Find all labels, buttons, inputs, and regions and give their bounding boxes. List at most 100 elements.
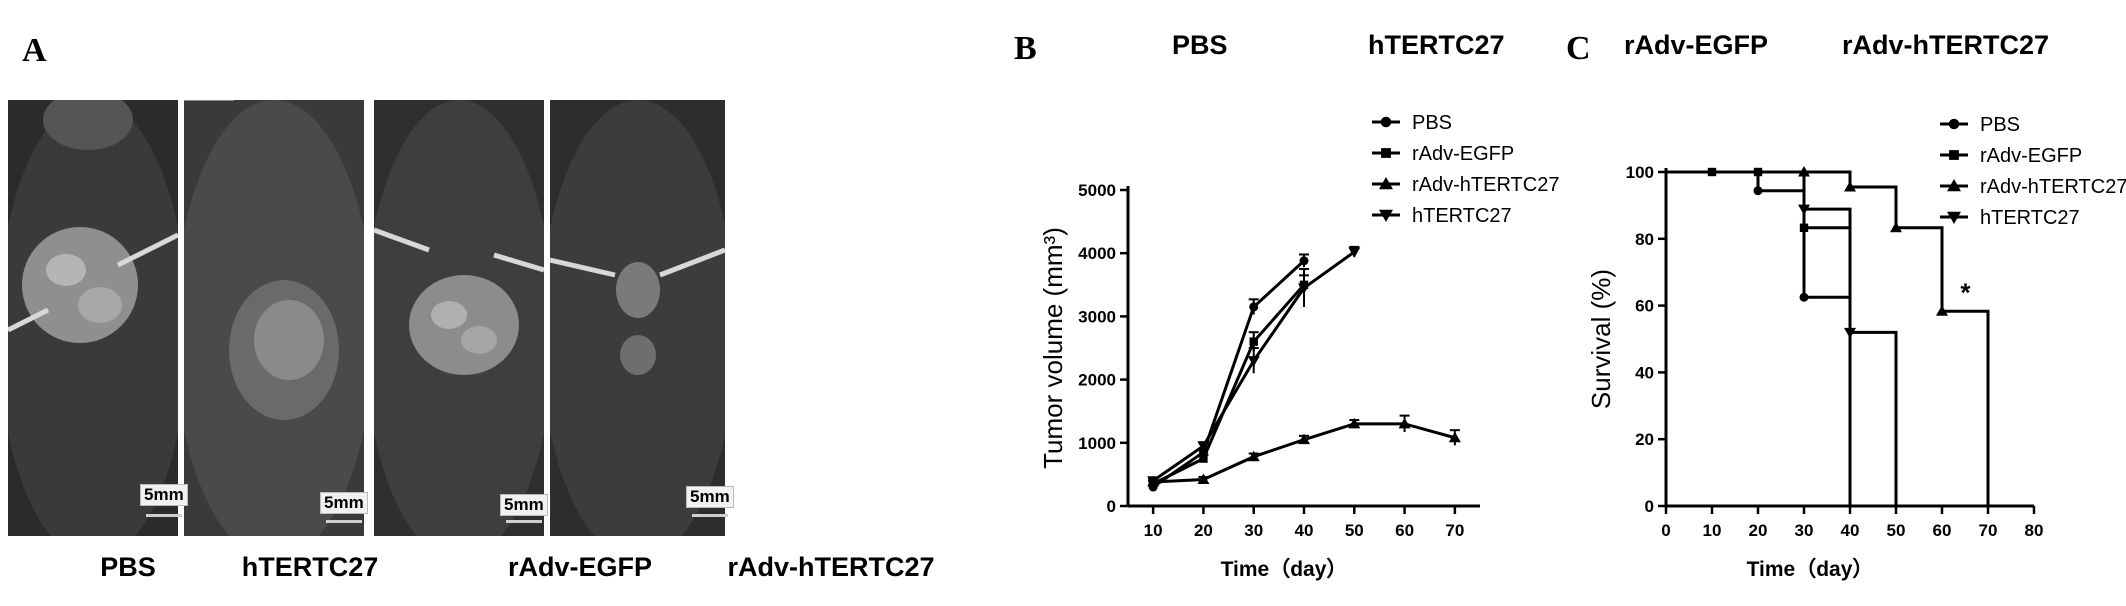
tumor-legend-entry-htertc27: hTERTC27 (1372, 205, 1512, 227)
tumor-point-pbs (1299, 256, 1309, 266)
survival-series-radv-egfp (1666, 167, 1852, 506)
tumor-legend-label-radv-htertc27: rAdv-hTERTC27 (1412, 174, 1559, 196)
survival-series-radv-htertc27 (1666, 166, 1990, 506)
tumor-series-radv-htertc27 (1147, 414, 1461, 487)
survival-y-tick-label-80: 80 (1635, 230, 1654, 249)
survival-point-radv-egfp (1799, 223, 1809, 232)
survival-legend-label-radv-htertc27: rAdv-hTERTC27 (1980, 176, 2126, 198)
tumor-x-tick-label-10: 10 (1144, 521, 1163, 540)
tumor-point-radv-htertc27 (1247, 450, 1260, 462)
tumor-x-tick-label-60: 60 (1395, 521, 1414, 540)
survival-legend-marker-htertc27 (1947, 211, 1961, 224)
survival-legend-marker-radv-egfp (1949, 150, 1959, 160)
survival-curve-radv-htertc27 (1666, 170, 1990, 506)
tumor-point-radv-htertc27 (1197, 473, 1210, 484)
survival-x-tick-label-20: 20 (1749, 521, 1768, 540)
photo-radv-htertc27-mouse (550, 100, 725, 536)
tumor-point-htertc27 (1147, 476, 1160, 487)
caption-htertc27: hTERTC27 (241, 552, 379, 582)
survival-legend-label-pbs: PBS (1980, 114, 2020, 136)
tumor-x-tick-label-70: 70 (1445, 521, 1464, 540)
tumor-legend-label-htertc27: hTERTC27 (1412, 205, 1512, 227)
panel-b-letter: B (1014, 30, 1037, 67)
tumor-legend-label-radv-egfp: rAdv-EGFP (1412, 143, 1514, 165)
survival-x-tick-label-70: 70 (1979, 521, 1998, 540)
survival-point-pbs (1799, 292, 1809, 302)
tumor-legend-marker-radv-egfp (1381, 148, 1391, 158)
survival-y-tick-label-20: 20 (1635, 430, 1654, 449)
panel-b-header-right: hTERTC27 (1368, 30, 1505, 60)
survival-legend-label-htertc27: hTERTC27 (1980, 207, 2080, 229)
tumor-y-tick-label-3000: 3000 (1078, 307, 1116, 326)
photo-htertc27-mouse (184, 100, 364, 536)
survival-x-tick-label-30: 30 (1795, 521, 1814, 540)
survival-y-tick-label-0: 0 (1645, 497, 1654, 516)
survival-x-axis-label: Time（day） (1747, 557, 1874, 581)
survival-series-htertc27 (1666, 170, 1898, 506)
tumor-legend-marker-radv-htertc27 (1379, 177, 1393, 190)
tumor-point-htertc27 (1197, 441, 1210, 452)
survival-x-tick-label-60: 60 (1933, 521, 1952, 540)
tumor-legend-entry-pbs: PBS (1372, 112, 1452, 134)
survival-y-tick-label-60: 60 (1635, 297, 1654, 316)
panel-c-header-left: rAdv-EGFP (1624, 30, 1769, 60)
scale-label-radv-htertc27: 5mm (686, 486, 734, 508)
survival-point-radv-htertc27 (1936, 305, 1948, 316)
tumor-legend-entry-radv-htertc27: rAdv-hTERTC27 (1372, 174, 1559, 196)
panel-a-letter: A (22, 32, 47, 69)
survival-curve-radv-egfp (1666, 170, 1852, 506)
scale-bar-htertc27 (326, 520, 362, 523)
survival-y-tick-label-40: 40 (1635, 363, 1654, 382)
tumor-y-tick-label-0: 0 (1107, 497, 1116, 516)
tumor-point-pbs (1249, 302, 1259, 312)
survival-legend-entry-pbs: PBS (1940, 114, 2020, 136)
survival-point-htertc27 (1798, 204, 1810, 216)
survival-x-tick-label-80: 80 (2025, 521, 2044, 540)
tumor-line-radv-egfp (1152, 283, 1306, 486)
survival-x-tick-label-40: 40 (1841, 521, 1860, 540)
survival-legend-entry-htertc27: hTERTC27 (1940, 207, 2080, 229)
panel-c-header-right: rAdv-hTERTC27 (1842, 30, 2050, 60)
survival-curve-htertc27 (1666, 170, 1898, 506)
survival-legend-marker-pbs (1948, 118, 1960, 130)
tumor-legend-marker-htertc27 (1379, 209, 1393, 222)
photo-pbs-mouse (8, 100, 178, 536)
survival-x-tick-label-50: 50 (1887, 521, 1906, 540)
tumor-line-pbs (1152, 259, 1306, 489)
tumor-x-tick-label-40: 40 (1295, 521, 1314, 540)
survival-x-tick-label-0: 0 (1661, 521, 1670, 540)
tumor-point-htertc27 (1348, 247, 1361, 258)
scale-bar-radv-egfp (506, 520, 542, 523)
survival-point-radv-htertc27 (1890, 221, 1902, 233)
tumor-legend-entry-radv-egfp: rAdv-EGFP (1372, 143, 1514, 165)
tumor-y-tick-label-1000: 1000 (1078, 434, 1116, 453)
tumor-y-tick-label-2000: 2000 (1078, 371, 1116, 390)
survival-point-htertc27 (1844, 327, 1856, 339)
survival-y-axis-label: Survival (%) (1586, 269, 1616, 409)
tumor-point-radv-htertc27 (1398, 417, 1411, 429)
tumor-series-htertc27 (1147, 245, 1361, 487)
scale-bar-pbs (146, 514, 182, 517)
survival-point-pbs (1753, 186, 1763, 196)
survival-legend-entry-radv-egfp: rAdv-EGFP (1940, 145, 2082, 167)
tumor-legend-marker-pbs (1380, 116, 1392, 128)
tumor-y-tick-label-5000: 5000 (1078, 181, 1116, 200)
tumor-point-radv-egfp (1199, 454, 1208, 463)
tumor-x-tick-label-30: 30 (1244, 521, 1263, 540)
tumor-legend-label-pbs: PBS (1412, 112, 1452, 134)
tumor-x-tick-label-20: 20 (1194, 521, 1213, 540)
caption-radv-egfp: rAdv-EGFP (507, 552, 653, 582)
tumor-x-tick-label-50: 50 (1345, 521, 1364, 540)
panel-c-letter: C (1566, 30, 1591, 67)
tumor-line-radv-htertc27 (1153, 422, 1456, 484)
tumor-y-tick-label-4000: 4000 (1078, 244, 1116, 263)
survival-x-tick-label-10: 10 (1703, 521, 1722, 540)
tumor-point-radv-egfp (1249, 337, 1258, 346)
scale-label-htertc27: 5mm (320, 492, 368, 514)
scale-label-pbs: 5mm (140, 484, 188, 506)
survival-series-pbs (1666, 170, 1852, 506)
panel-b-header-left: PBS (1172, 30, 1228, 60)
survival-significance-asterisk: * (1960, 278, 1971, 308)
photo-radv-egfp-mouse (374, 100, 544, 536)
tumor-point-radv-htertc27 (1448, 431, 1461, 443)
